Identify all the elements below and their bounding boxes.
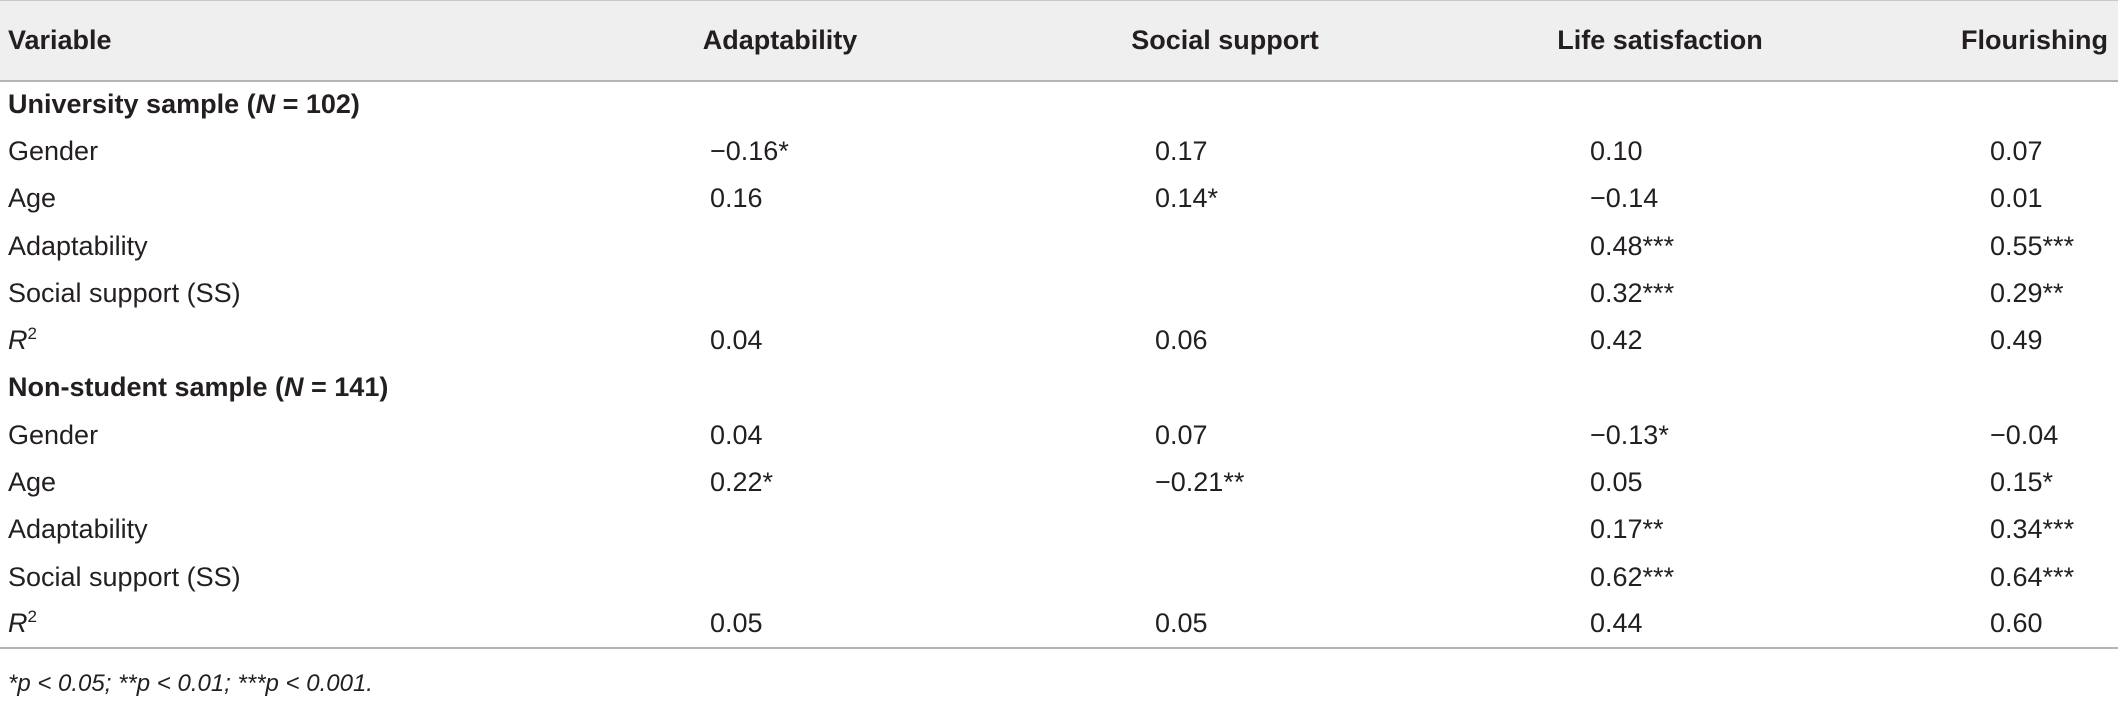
cell-flourishing: 0.55*** bbox=[1990, 230, 2075, 261]
cell-social-support bbox=[1000, 553, 1450, 600]
column-header-adaptability: Adaptability bbox=[560, 0, 1000, 82]
cell-life-satisfaction: −0.14 bbox=[1590, 183, 1659, 214]
column-header-social-support: Social support bbox=[1000, 0, 1450, 82]
cell-life-satisfaction: 0.32*** bbox=[1590, 277, 1675, 308]
cell-life-satisfaction: 0.44 bbox=[1450, 600, 1870, 650]
column-header-variable: Variable bbox=[0, 0, 560, 82]
table-row: R2 0.04 0.06 0.42 0.49 bbox=[0, 317, 2118, 364]
cell-social-support bbox=[1000, 506, 1450, 553]
cell-adaptability: 0.22* bbox=[710, 467, 774, 498]
cell-adaptability: 0.04 bbox=[710, 419, 763, 450]
cell-flourishing: 0.64*** bbox=[1990, 561, 2075, 592]
cell-flourishing: 0.49 bbox=[1990, 325, 2043, 356]
cell-flourishing: 0.07 bbox=[1990, 135, 2043, 166]
cell-adaptability bbox=[560, 506, 1000, 553]
cell-life-satisfaction: 0.42 bbox=[1590, 325, 1643, 356]
table-row: R2 0.05 0.05 0.44 0.60 bbox=[0, 600, 2118, 650]
cell-life-satisfaction: 0.05 bbox=[1590, 467, 1643, 498]
cell-life-satisfaction: 0.17** bbox=[1590, 514, 1664, 545]
table-row: Age 0.22* −0.21** 0.05 0.15* bbox=[0, 459, 2118, 506]
cell-social-support: 0.07 bbox=[1155, 419, 1208, 450]
section-header-non-student: Non-student sample (N = 141) bbox=[0, 364, 2118, 411]
cell-flourishing: 0.29** bbox=[1990, 277, 2064, 308]
column-header-flourishing: Flourishing bbox=[1870, 0, 2118, 82]
section-header-university: University sample (N = 102) bbox=[0, 81, 2118, 128]
table-footnote: *p < 0.05; **p < 0.01; ***p < 0.001. bbox=[8, 670, 373, 697]
cell-social-support bbox=[1000, 270, 1450, 317]
cell-flourishing: 0.34*** bbox=[1990, 514, 2075, 545]
cell-adaptability: 0.05 bbox=[560, 600, 1000, 650]
table-row: Adaptability 0.17** 0.34*** bbox=[0, 506, 2118, 553]
row-label: Age bbox=[8, 467, 57, 498]
cell-adaptability: −0.16* bbox=[710, 135, 789, 166]
row-label: Age bbox=[8, 183, 57, 214]
cell-social-support: 0.14* bbox=[1155, 183, 1219, 214]
row-label: Adaptability bbox=[8, 514, 148, 545]
table-row: Gender 0.04 0.07 −0.13* −0.04 bbox=[0, 412, 2118, 459]
cell-life-satisfaction: −0.13* bbox=[1590, 419, 1669, 450]
row-label: Gender bbox=[8, 135, 99, 166]
regression-table: Variable Adaptability Social support Lif… bbox=[0, 0, 2118, 650]
cell-life-satisfaction: 0.48*** bbox=[1590, 230, 1675, 261]
cell-adaptability bbox=[560, 553, 1000, 600]
cell-social-support: 0.05 bbox=[1000, 600, 1450, 650]
cell-flourishing: 0.01 bbox=[1990, 183, 2043, 214]
row-label-r-squared: R2 bbox=[8, 324, 37, 356]
table-header-row: Variable Adaptability Social support Lif… bbox=[0, 0, 2118, 82]
column-header-life-satisfaction: Life satisfaction bbox=[1450, 0, 1870, 82]
cell-social-support: 0.17 bbox=[1155, 135, 1208, 166]
row-label: Gender bbox=[8, 419, 99, 450]
row-label: Social support (SS) bbox=[8, 277, 241, 308]
cell-adaptability: 0.16 bbox=[710, 183, 763, 214]
cell-life-satisfaction: 0.10 bbox=[1590, 135, 1643, 166]
cell-adaptability bbox=[560, 222, 1000, 269]
section-title: Non-student sample (N = 141) bbox=[8, 372, 389, 403]
cell-flourishing: −0.04 bbox=[1990, 419, 2059, 450]
cell-flourishing: 0.15* bbox=[1990, 467, 2054, 498]
cell-social-support: 0.06 bbox=[1155, 325, 1208, 356]
row-label: Social support (SS) bbox=[8, 561, 241, 592]
section-title: University sample (N = 102) bbox=[8, 89, 360, 120]
row-label: Adaptability bbox=[8, 230, 148, 261]
table-row: Age 0.16 0.14* −0.14 0.01 bbox=[0, 175, 2118, 222]
cell-adaptability bbox=[560, 270, 1000, 317]
cell-social-support: −0.21** bbox=[1155, 467, 1245, 498]
cell-life-satisfaction: 0.62*** bbox=[1590, 561, 1675, 592]
table-row: Social support (SS) 0.32*** 0.29** bbox=[0, 270, 2118, 317]
cell-social-support bbox=[1000, 222, 1450, 269]
table-row: Social support (SS) 0.62*** 0.64*** bbox=[0, 553, 2118, 600]
table-row: Gender −0.16* 0.17 0.10 0.07 bbox=[0, 128, 2118, 175]
cell-flourishing: 0.60 bbox=[1870, 600, 2118, 650]
row-label-r-squared: R2 bbox=[0, 600, 560, 650]
table-row: Adaptability 0.48*** 0.55*** bbox=[0, 222, 2118, 269]
cell-adaptability: 0.04 bbox=[710, 325, 763, 356]
